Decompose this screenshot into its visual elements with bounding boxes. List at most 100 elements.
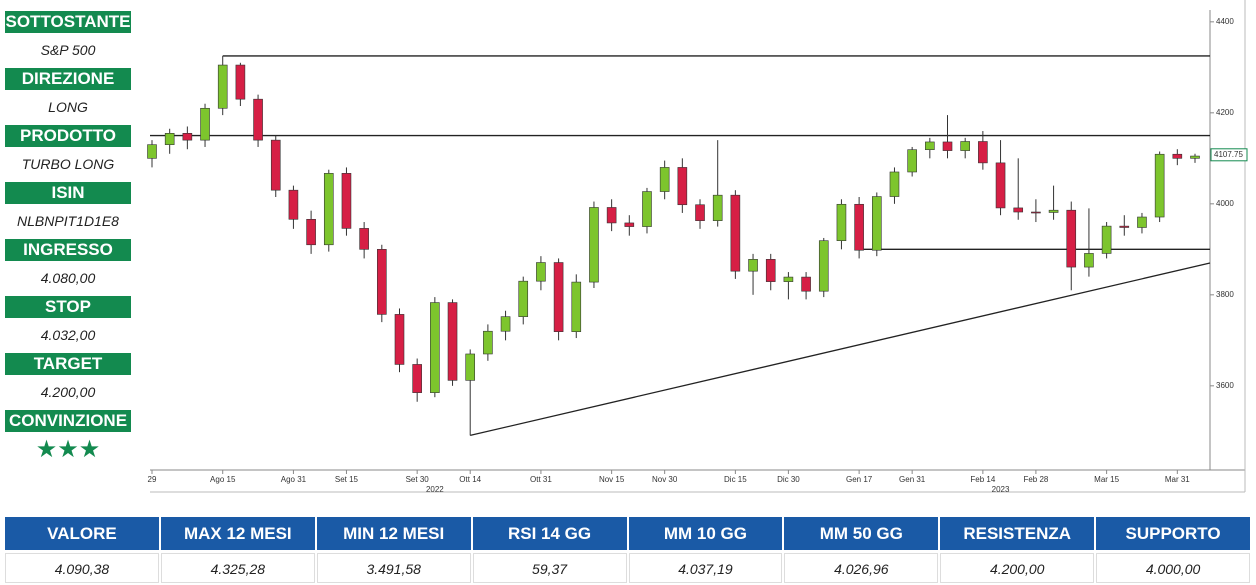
table-value: 4.090,38 bbox=[5, 553, 159, 583]
x-tick-label: Gen 31 bbox=[899, 475, 926, 484]
panel-label: SOTTOSTANTE bbox=[5, 11, 131, 33]
table-header: RSI 14 GG bbox=[472, 517, 627, 550]
candle-body bbox=[465, 353, 476, 381]
table-header: RESISTENZA bbox=[940, 517, 1095, 550]
table-column: MIN 12 MESI 3.491,58 bbox=[316, 517, 471, 583]
panel-label: STOP bbox=[5, 296, 131, 318]
candle-body bbox=[306, 218, 316, 246]
panel-value: TURBO LONG bbox=[21, 156, 115, 172]
table-value: 4.200,00 bbox=[940, 553, 1095, 583]
candle-body bbox=[748, 259, 758, 272]
candle-body bbox=[730, 194, 741, 272]
candle-body bbox=[200, 107, 210, 141]
candle-body bbox=[341, 173, 352, 229]
table-header: MM 10 GG bbox=[628, 517, 783, 550]
table-column: SUPPORTO 4.000,00 bbox=[1096, 517, 1250, 583]
candle-body bbox=[712, 194, 723, 221]
x-tick-label: Dic 30 bbox=[777, 475, 800, 484]
candle-body bbox=[359, 228, 369, 250]
candle-body bbox=[889, 171, 900, 197]
candle-body bbox=[995, 162, 1006, 209]
x-tick-label: Feb 14 bbox=[970, 475, 995, 484]
x-tick-label: Ott 14 bbox=[459, 475, 481, 484]
candle-body bbox=[589, 207, 599, 283]
candle-body bbox=[412, 364, 422, 393]
table-value: 4.026,96 bbox=[784, 553, 939, 583]
candle-body bbox=[1172, 153, 1183, 159]
candle-body bbox=[253, 98, 263, 141]
candle-body bbox=[1066, 209, 1077, 268]
y-tick-label: 4200 bbox=[1216, 108, 1234, 117]
candle-body bbox=[818, 240, 829, 292]
table-column: MAX 12 MESI 4.325,28 bbox=[160, 517, 315, 583]
x-tick-label: Mar 31 bbox=[1165, 475, 1190, 484]
candle-body bbox=[323, 173, 334, 246]
table-value: 59,37 bbox=[472, 553, 627, 583]
candle-body bbox=[1101, 225, 1112, 254]
candle-body bbox=[801, 276, 811, 292]
panel-label: CONVINZIONE bbox=[5, 410, 131, 432]
panel-value: 4.032,00 bbox=[40, 327, 96, 343]
candle-body bbox=[447, 302, 458, 381]
panel-value: NLBNPIT1D1E8 bbox=[17, 213, 119, 229]
candle-body bbox=[659, 167, 670, 192]
candle-body bbox=[624, 222, 635, 227]
candle-body bbox=[164, 133, 175, 145]
candle-body bbox=[871, 196, 882, 251]
panel-value: 4.200,00 bbox=[40, 384, 96, 400]
y-tick-label: 4000 bbox=[1216, 199, 1234, 208]
candle-body bbox=[288, 189, 299, 220]
candle-body bbox=[695, 204, 705, 221]
x-tick-label: Nov 15 bbox=[599, 475, 625, 484]
table-header: MAX 12 MESI bbox=[160, 517, 315, 550]
candle-body bbox=[765, 259, 776, 282]
candle-body bbox=[978, 141, 988, 164]
candle-body bbox=[642, 191, 652, 227]
table-column: RESISTENZA 4.200,00 bbox=[940, 517, 1095, 583]
table-value: 3.491,58 bbox=[316, 553, 471, 583]
candle-body bbox=[147, 144, 157, 159]
panel-value: 4.080,00 bbox=[40, 270, 96, 286]
candle-body bbox=[925, 141, 935, 150]
candle-body bbox=[483, 330, 493, 355]
table-header: MM 50 GG bbox=[784, 517, 939, 550]
x-tick-label: Nov 30 bbox=[652, 475, 678, 484]
candle-body bbox=[1190, 155, 1200, 159]
candle-body bbox=[235, 64, 246, 100]
candle-body bbox=[536, 262, 546, 282]
candle-body bbox=[783, 276, 794, 282]
table-value: 4.000,00 bbox=[1096, 553, 1250, 583]
candle-body bbox=[907, 149, 917, 173]
candle-body bbox=[1013, 207, 1024, 213]
panel-label: DIREZIONE bbox=[5, 68, 131, 90]
candle-body bbox=[182, 133, 193, 141]
x-tick-label: 29 bbox=[148, 475, 157, 484]
table-header: SUPPORTO bbox=[1096, 517, 1250, 550]
candle-body bbox=[553, 262, 564, 332]
panel-value: LONG bbox=[48, 99, 88, 115]
x-tick-label: Mar 15 bbox=[1094, 475, 1119, 484]
panel-label: ISIN bbox=[5, 182, 131, 204]
table-column: RSI 14 GG 59,37 bbox=[472, 517, 627, 583]
candle-body bbox=[571, 281, 582, 332]
x-tick-label: Ago 31 bbox=[281, 475, 307, 484]
stats-table: VALORE 4.090,38 MAX 12 MESI 4.325,28 MIN 12 … bbox=[5, 517, 1250, 583]
x-tick-label: Ott 31 bbox=[530, 475, 552, 484]
candle-body bbox=[430, 302, 440, 393]
candle-body bbox=[500, 316, 511, 332]
table-column: MM 10 GG 4.037,19 bbox=[628, 517, 783, 583]
last-price-tag bbox=[1210, 148, 1248, 162]
x-tick-label: Dic 15 bbox=[724, 475, 747, 484]
year-label: 2023 bbox=[992, 485, 1010, 494]
candle-body bbox=[1084, 253, 1094, 268]
candle-body bbox=[270, 139, 281, 191]
candle-body bbox=[394, 314, 405, 365]
x-tick-label: Set 30 bbox=[406, 475, 430, 484]
candle-body bbox=[960, 141, 970, 151]
info-panel: SOTTOSTANTE S&P 500 DIREZIONE LONG PRODOTTO T… bbox=[5, 11, 131, 467]
candle-body bbox=[1119, 225, 1130, 228]
year-label: 2022 bbox=[426, 485, 444, 494]
candle-body bbox=[518, 280, 529, 317]
y-tick-label: 3800 bbox=[1216, 290, 1234, 299]
